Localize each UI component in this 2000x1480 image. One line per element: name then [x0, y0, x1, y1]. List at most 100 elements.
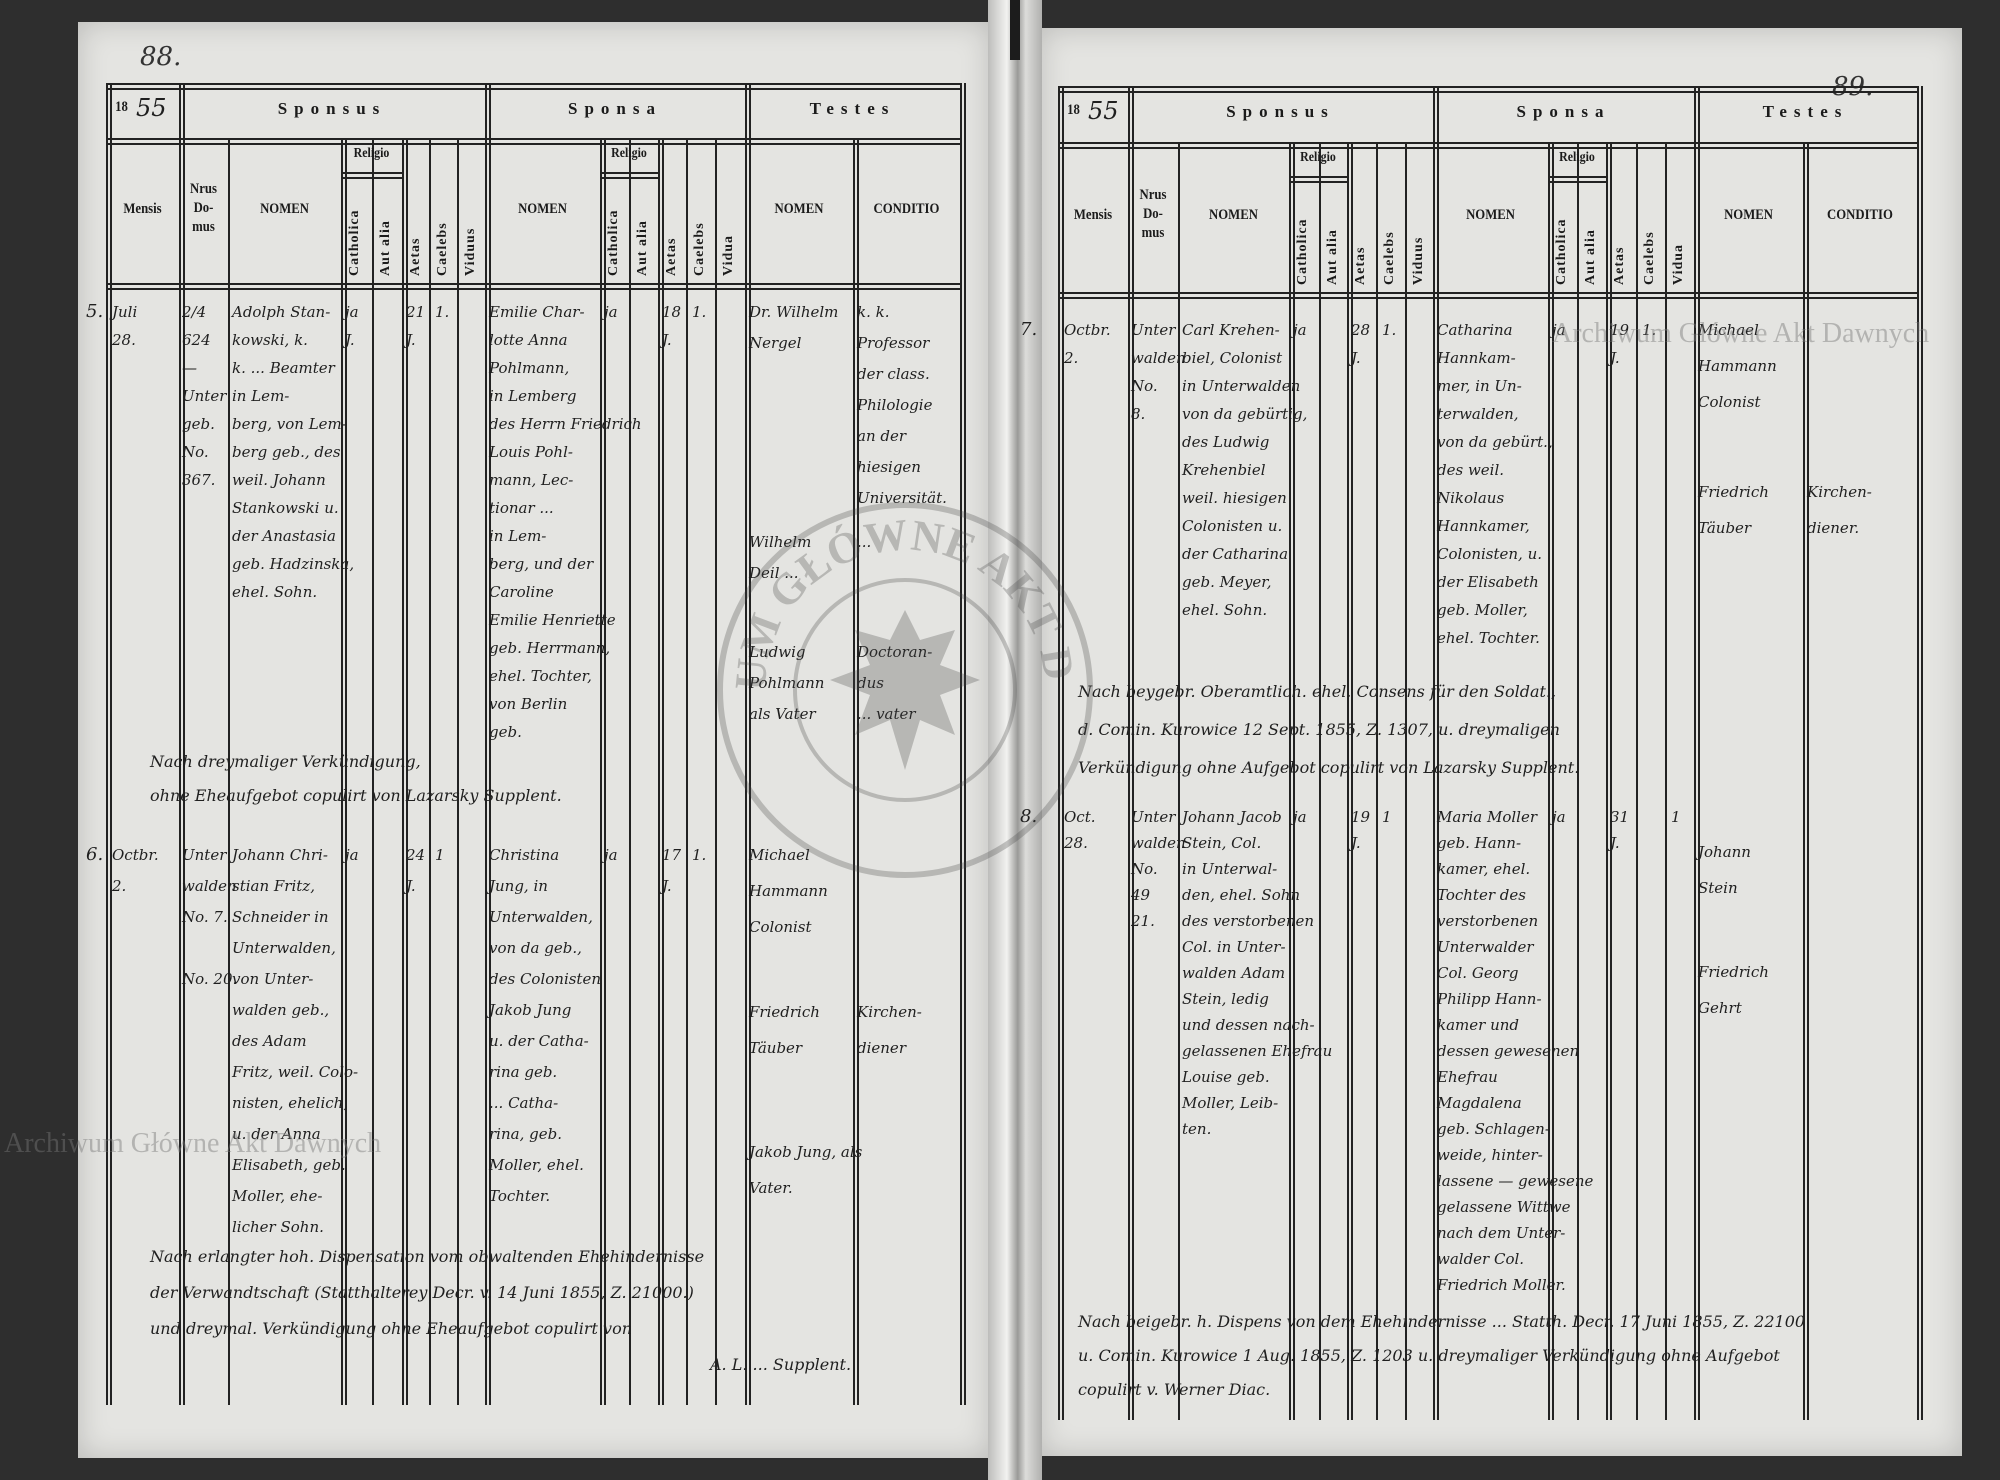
- sponsus-caelebs: 1.: [435, 303, 450, 321]
- header-nomen: NOMEN: [1466, 207, 1515, 223]
- sponsus-nomen: den, ehel. Sohn: [1182, 886, 1301, 904]
- sponsa-nomen: geb. Schlagen-: [1437, 1120, 1550, 1138]
- left-page: [78, 22, 990, 1458]
- sponsus-nomen: des Ludwig: [1182, 433, 1270, 451]
- witness-nomen: Friedrich: [1698, 963, 1769, 981]
- witness-nomen: Michael: [749, 846, 810, 864]
- witness-conditio: ...: [857, 533, 872, 551]
- entry-nrus-domus: walden: [1131, 834, 1186, 852]
- table-top-rule: [106, 83, 962, 85]
- witness-nomen: Colonist: [1698, 393, 1761, 411]
- header-nrus-domus: mus: [192, 218, 215, 235]
- header-catholica: Catholica: [606, 209, 621, 276]
- sponsus-nomen: walden geb.,: [232, 1001, 330, 1019]
- witness-nomen: Hammann: [749, 882, 828, 900]
- sponsa-catholica: ja: [1552, 808, 1566, 826]
- sponsus-nomen: Johann Jacob: [1182, 808, 1282, 826]
- sponsa-catholica: ja: [604, 846, 618, 864]
- sponsa-aetas: J.: [662, 331, 672, 349]
- witness-conditio: hiesigen: [857, 458, 921, 476]
- sponsa-nomen: rina geb.: [489, 1063, 558, 1081]
- witness-conditio: ... vater: [857, 702, 916, 726]
- sponsa-nomen: mer, in Un-: [1437, 377, 1522, 395]
- sponsa-aetas: J.: [1610, 349, 1620, 367]
- entry-nrus-domus: 21.: [1131, 912, 1155, 930]
- sponsus-nomen: k. ... Beamter: [232, 359, 335, 377]
- witness-conditio: Doctoran-: [857, 640, 932, 664]
- header-religio: Religio: [1300, 150, 1336, 165]
- sponsa-nomen: u. der Catha-: [489, 1032, 589, 1050]
- sponsus-nomen: Adolph Stan-: [232, 303, 331, 321]
- column-rule: [745, 83, 747, 1405]
- header-mensis: Mensis: [1073, 207, 1113, 223]
- sponsus-nomen: und dessen nach-: [1182, 1016, 1315, 1034]
- entry-nrus-domus: Unter: [1131, 808, 1176, 826]
- sponsa-nomen: Unterwalder: [1437, 938, 1534, 956]
- header-sponsus: Sponsus: [1226, 102, 1335, 121]
- entry-nrus-domus: walden: [1131, 349, 1186, 367]
- year-label: 18: [1067, 102, 1080, 118]
- sponsus-nomen: des verstorbenen: [1182, 912, 1315, 930]
- religio-rule: [341, 172, 402, 174]
- header-caelebs: Caelebs: [692, 222, 707, 276]
- sponsa-nomen: Tochter des: [1437, 886, 1526, 904]
- sponsa-aetas: 31: [1610, 808, 1630, 826]
- sponsus-aetas: 21: [406, 303, 426, 321]
- column-rule: [402, 138, 404, 1405]
- header-conditio: CONDITIO: [873, 200, 940, 217]
- watermark-left: Archiwum Główne Akt Dawnych: [4, 1128, 382, 1159]
- column-rule: [853, 138, 855, 1405]
- sponsus-nomen: in Unterwalden: [1182, 377, 1301, 395]
- column-rule: [1577, 142, 1579, 1420]
- column-rule: [179, 83, 181, 1405]
- column-rule: [686, 138, 688, 1405]
- column-rule: [1128, 86, 1130, 1420]
- sponsus-aetas: J.: [1351, 349, 1361, 367]
- entry-number: 8.: [1020, 806, 1038, 827]
- sponsa-nomen: rina, geb.: [489, 1125, 562, 1143]
- column-rule: [629, 138, 631, 1405]
- entry-mensis: Octbr.: [1064, 321, 1111, 339]
- sponsa-caelebs: 1.: [692, 303, 707, 321]
- sponsa-nomen: von da gebürt.,: [1437, 433, 1553, 451]
- sponsa-aetas: 17: [662, 846, 682, 864]
- sponsa-nomen: geb. Moller,: [1437, 601, 1528, 619]
- sponsa-nomen: Ehefrau: [1437, 1068, 1498, 1086]
- witness-nomen: Wilhelm: [749, 533, 812, 551]
- sponsa-nomen: Col. Georg: [1437, 964, 1519, 982]
- column-rule: [1178, 142, 1180, 1420]
- sponsa-nomen: terwalden,: [1437, 405, 1519, 423]
- witness-nomen: Deil ...: [749, 564, 799, 582]
- religio-rule: [1289, 176, 1347, 178]
- header-catholica: Catholica: [1295, 218, 1310, 285]
- column-rule: [1636, 142, 1638, 1420]
- entry-marriage-note: u. Comin. Kurowice 1 Aug. 1855, Z. 1203 …: [1078, 1346, 1780, 1365]
- witness-nomen: Gehrt: [1698, 999, 1742, 1017]
- sponsa-nomen: Jung, in: [489, 877, 548, 895]
- sponsa-aetas: 18: [662, 303, 682, 321]
- header-nrus-domus: Nrus: [190, 180, 217, 197]
- sponsa-nomen: Emilie Henriette: [489, 611, 616, 629]
- sponsus-nomen: Stein, Col.: [1182, 834, 1262, 852]
- sponsa-nomen: kamer, ehel.: [1437, 860, 1531, 878]
- sponsus-nomen: Louise geb.: [1182, 1068, 1270, 1086]
- sponsus-nomen: walden Adam: [1182, 964, 1286, 982]
- witness-conditio: Professor: [857, 334, 930, 352]
- header-testes-nomen: NOMEN: [774, 200, 824, 217]
- witness-nomen: Vater.: [749, 1179, 793, 1197]
- sponsus-catholica: ja: [1293, 321, 1307, 339]
- sponsa-nomen: Nikolaus: [1437, 489, 1505, 507]
- column-rule: [1405, 142, 1407, 1420]
- sponsa-nomen: Emilie Char-: [489, 303, 585, 321]
- header-aetas: Aetas: [1612, 246, 1627, 285]
- entry-marriage-note: Verkündigung ohne Aufgebot copulirt von …: [1078, 758, 1580, 777]
- year-handwritten: 55: [136, 93, 167, 122]
- binding-cord: [1010, 0, 1020, 60]
- sponsa-nomen: ehel. Tochter,: [489, 667, 592, 685]
- header-religio: Religio: [611, 146, 647, 161]
- year-label: 18: [115, 98, 128, 115]
- sponsus-nomen: Carl Krehen-: [1182, 321, 1280, 339]
- header-viduus: Viduus: [463, 227, 478, 276]
- sponsa-catholica: ja: [604, 303, 618, 321]
- entry-nrus-domus: 367.: [182, 471, 216, 489]
